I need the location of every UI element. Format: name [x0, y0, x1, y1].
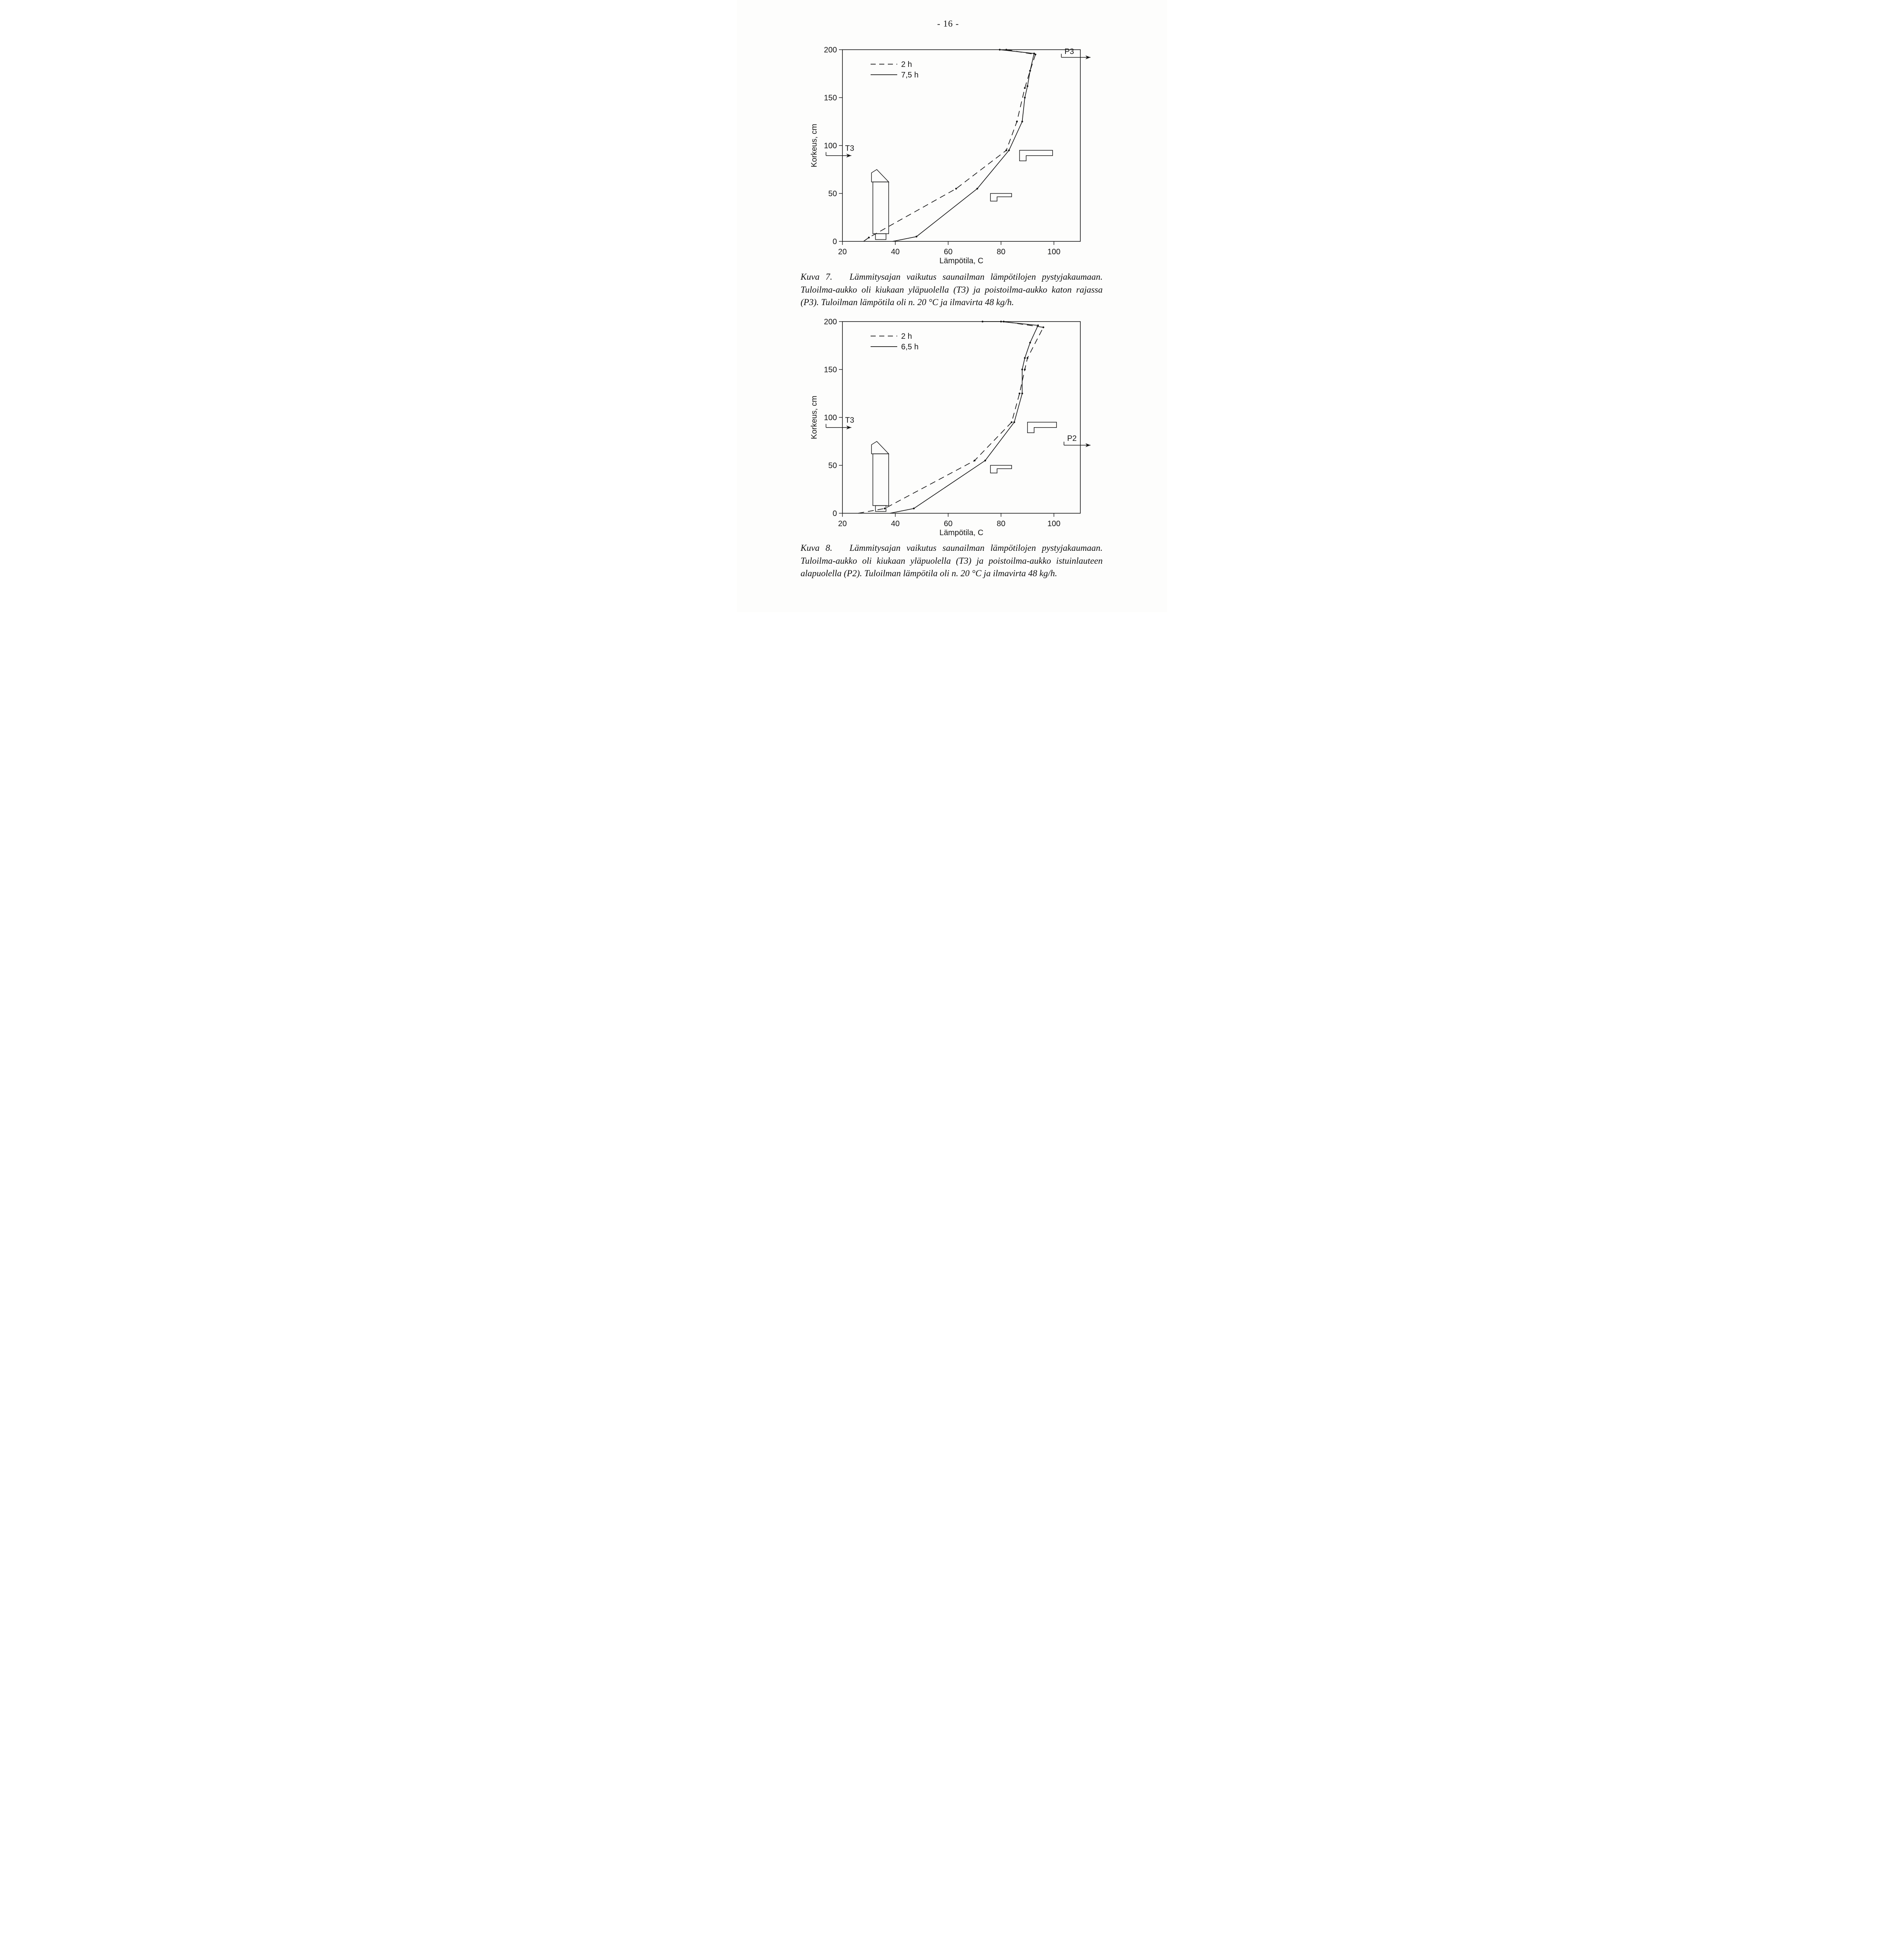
y-axis-title: Korkeus, cm: [810, 396, 819, 439]
data-point-marker: [884, 507, 886, 510]
figure8-caption-label: Kuva 8.: [801, 543, 833, 553]
y-tick-label: 0: [833, 509, 837, 518]
stove-roof-shape: [871, 169, 889, 182]
sauna-bench-drawings: [990, 150, 1053, 201]
upper-bench-shape: [1027, 422, 1057, 433]
sauna-bench-drawings: [990, 422, 1057, 473]
y-tick-label: 50: [828, 462, 837, 470]
data-point-marker: [955, 188, 957, 190]
y-tick-label: 0: [833, 237, 837, 246]
data-point-marker: [1021, 120, 1023, 123]
data-point-marker: [1037, 324, 1039, 327]
data-point-marker: [1016, 120, 1018, 123]
stove-base-shape: [875, 233, 887, 240]
data-point-marker: [999, 49, 1001, 51]
series-line-dashed: [858, 321, 1044, 514]
chart-dynamic-layer: 20 40 60 80 100 0 50 100 150 200 Lämpötila, C Korke…: [810, 46, 1091, 265]
x-axis-title: Lämpötila, C: [939, 257, 983, 265]
data-point-marker: [1024, 97, 1026, 99]
data-point-marker: [868, 236, 870, 239]
stove-body-shape: [872, 182, 889, 234]
y-tick-label: 50: [828, 190, 837, 198]
data-point-marker: [974, 460, 976, 462]
y-tick-label: 100: [824, 413, 837, 422]
stove-roof-shape: [871, 441, 889, 454]
data-point-marker: [1024, 87, 1026, 89]
y-tick-label: 200: [824, 318, 837, 326]
x-tick-label: 80: [997, 248, 1005, 256]
data-point-marker: [1000, 320, 1002, 323]
x-tick-label: 40: [891, 520, 900, 528]
data-point-marker: [1029, 342, 1031, 344]
x-tick-label: 80: [997, 520, 1005, 528]
x-tick-label: 100: [1047, 520, 1060, 528]
data-point-marker: [1026, 85, 1029, 87]
figure7-chart: 20 40 60 80 100 0 50 100 150 200 Lämpötila, C Korke…: [810, 46, 1091, 265]
x-tick-label: 60: [944, 520, 952, 528]
x-tick-label: 20: [838, 248, 847, 256]
data-point-marker: [1034, 54, 1037, 56]
figure7-caption-label: Kuva 7.: [801, 272, 833, 282]
annotation-label-P2: P2: [1067, 434, 1076, 443]
upper-bench-shape: [1019, 150, 1053, 161]
legend-label: 2 h: [901, 332, 912, 341]
sauna-stove-drawing: [871, 441, 889, 512]
sauna-stove-drawing: [871, 169, 889, 240]
data-point-marker: [984, 460, 986, 462]
figure7-caption: Kuva 7. Lämmitysajan vaikutus saunailman …: [801, 271, 1103, 309]
page-number: - 16 -: [937, 19, 959, 29]
annotation-arrowhead: [846, 153, 851, 158]
lower-bench-shape: [990, 465, 1012, 473]
figure8-chart: 20 40 60 80 100 0 50 100 150 200 Lämpötila, C Korke…: [810, 318, 1091, 537]
stove-body-shape: [872, 453, 889, 506]
annotation-arrowhead: [1085, 55, 1091, 59]
data-point-marker: [981, 320, 984, 323]
y-tick-label: 200: [824, 46, 837, 54]
data-point-marker: [1019, 392, 1020, 395]
data-point-marker: [1033, 52, 1035, 55]
legend-label: 2 h: [901, 60, 912, 69]
data-point-marker: [1013, 421, 1015, 423]
x-tick-label: 40: [891, 248, 900, 256]
annotation-arrowhead: [846, 425, 851, 430]
annotation-label-T3: T3: [845, 416, 854, 424]
figure8-caption-text: Lämmitysajan vaikutus saunailman lämpöti…: [801, 543, 1103, 579]
scanned-report-page: - 16 - 20 40 60 80 100 0 50 100 150 200 Lämpötila,…: [737, 0, 1167, 612]
annotation-arrowhead: [1085, 443, 1091, 448]
data-point-marker: [1008, 149, 1010, 151]
lower-bench-shape: [990, 193, 1012, 201]
data-point-marker: [1042, 326, 1044, 328]
annotation-label-P3: P3: [1064, 47, 1074, 56]
chart-dynamic-layer: 20 40 60 80 100 0 50 100 150 200 Lämpötila, C Korke…: [810, 318, 1091, 537]
data-point-marker: [1021, 392, 1023, 395]
plot-border: [842, 49, 1081, 242]
plot-border: [842, 321, 1081, 514]
data-point-marker: [1024, 357, 1026, 359]
y-tick-label: 100: [824, 142, 837, 150]
data-point-marker: [1029, 70, 1031, 72]
annotation-label-T3: T3: [845, 144, 854, 153]
y-tick-label: 150: [824, 366, 837, 374]
data-point-marker: [1011, 421, 1013, 423]
data-point-marker: [1026, 357, 1029, 359]
y-axis-title: Korkeus, cm: [810, 124, 819, 167]
data-point-marker: [976, 188, 978, 190]
series-line-dashed: [863, 49, 1036, 242]
y-tick-label: 150: [824, 94, 837, 102]
x-axis-title: Lämpötila, C: [939, 529, 983, 537]
legend-label: 6,5 h: [901, 343, 918, 351]
series-line-solid: [893, 49, 1035, 242]
data-point-marker: [913, 507, 915, 510]
legend-label: 7,5 h: [901, 71, 918, 79]
data-point-marker: [915, 236, 918, 238]
figure7-caption-text: Lämmitysajan vaikutus saunailman lämpöti…: [801, 272, 1103, 307]
data-point-marker: [1021, 369, 1023, 370]
figure8-caption: Kuva 8. Lämmitysajan vaikutus saunailman …: [801, 542, 1103, 580]
x-tick-label: 60: [944, 248, 952, 256]
x-tick-label: 100: [1047, 248, 1060, 256]
x-tick-label: 20: [838, 520, 847, 528]
stove-base-shape: [875, 505, 887, 512]
data-point-marker: [1005, 149, 1008, 151]
data-point-marker: [1024, 369, 1026, 370]
